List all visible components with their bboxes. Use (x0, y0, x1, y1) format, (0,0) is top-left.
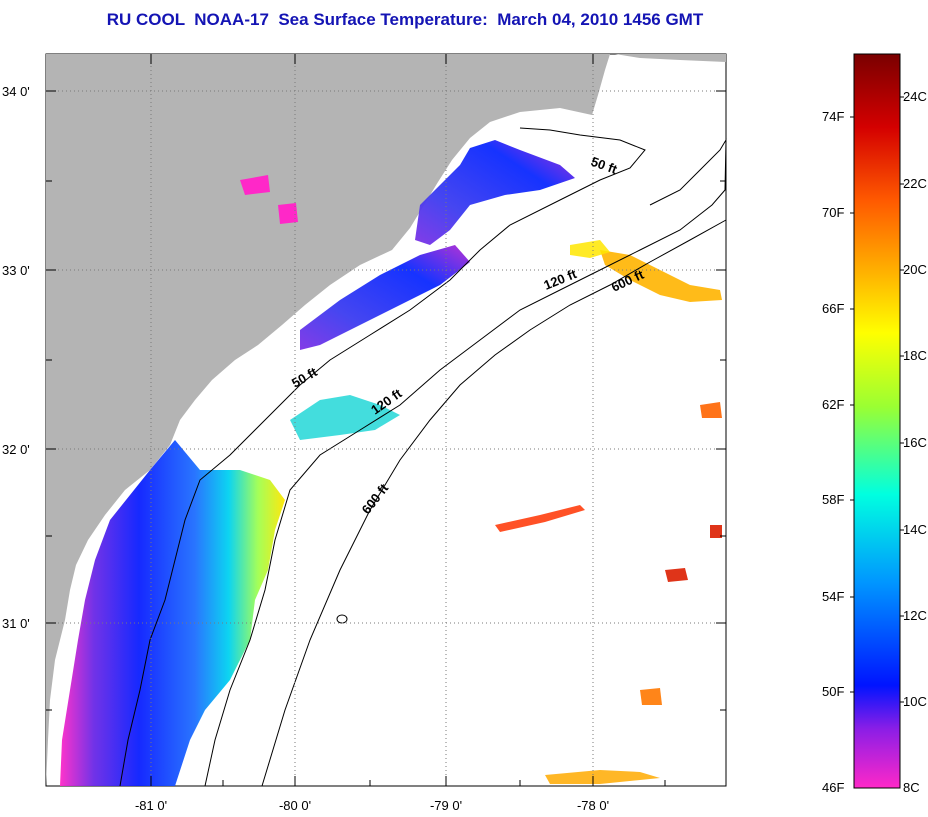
lat-label-31: 31 0' (2, 616, 30, 631)
colorbar-c-10: 10C (903, 694, 927, 709)
isobath-120ft (204, 138, 727, 787)
sst-map: 34 0' 33 0' 32 0' 31 0' -81 0' -80 0' -7… (2, 53, 727, 813)
shelf-water-mid (300, 245, 470, 350)
colorbar-c-24: 24C (903, 89, 927, 104)
graticule (46, 54, 726, 786)
colorbar-c-20: 20C (903, 262, 927, 277)
colorbar-f-62: 62F (822, 397, 844, 412)
lon-label-79: -79 0' (430, 798, 462, 813)
colorbar-c-16: 16C (903, 435, 927, 450)
colorbar-f-58: 58F (822, 492, 844, 507)
gulf-stream-patch-6 (640, 688, 662, 705)
gulf-stream-patch-7 (545, 770, 660, 784)
gulf-stream-patch-4 (495, 505, 585, 532)
shelf-water-plume (290, 395, 400, 440)
map-title: RU COOL NOAA-17 Sea Surface Temperature:… (106, 10, 704, 29)
colorbar-f-46: 46F (822, 780, 844, 795)
axis-ticks (46, 54, 726, 786)
shelf-water-south (60, 440, 285, 786)
colorbar-f-54: 54F (822, 589, 844, 604)
colorbar-f-50: 50F (822, 684, 844, 699)
colorbar-c-12: 12C (903, 608, 927, 623)
gulf-stream-patch-3 (700, 402, 722, 418)
temperature-colorbar: 74F 70F 66F 62F 58F 54F 50F 46F 24C 22C … (822, 53, 927, 795)
lon-label-81: -81 0' (135, 798, 167, 813)
gulf-stream-patch-5 (665, 568, 688, 582)
colorbar-f-66: 66F (822, 301, 844, 316)
land-mass (46, 54, 610, 786)
colorbar-ticks (850, 96, 904, 703)
gulf-stream-patch-1 (600, 250, 722, 302)
lon-label-80: -80 0' (279, 798, 311, 813)
isobath-600ft (261, 219, 727, 787)
colorbar-c-8: 8C (903, 780, 920, 795)
lon-label-78: -78 0' (577, 798, 609, 813)
lat-label-34: 34 0' (2, 84, 30, 99)
gulf-stream-patch-8 (710, 525, 722, 538)
lat-label-32: 32 0' (2, 442, 30, 457)
colorbar-f-74: 74F (822, 109, 844, 124)
colorbar-c-18: 18C (903, 348, 927, 363)
inland-water-1 (240, 175, 270, 195)
land-mass-north (615, 54, 726, 62)
shelf-water-north (415, 140, 575, 245)
colorbar-c-14: 14C (903, 522, 927, 537)
inland-water-2 (278, 203, 298, 224)
lat-label-33: 33 0' (2, 263, 30, 278)
colorbar-gradient (853, 53, 901, 789)
colorbar-c-22: 22C (903, 176, 927, 191)
gulf-stream-patch-2 (570, 240, 610, 258)
colorbar-f-70: 70F (822, 205, 844, 220)
isobath-50ft (119, 127, 646, 787)
